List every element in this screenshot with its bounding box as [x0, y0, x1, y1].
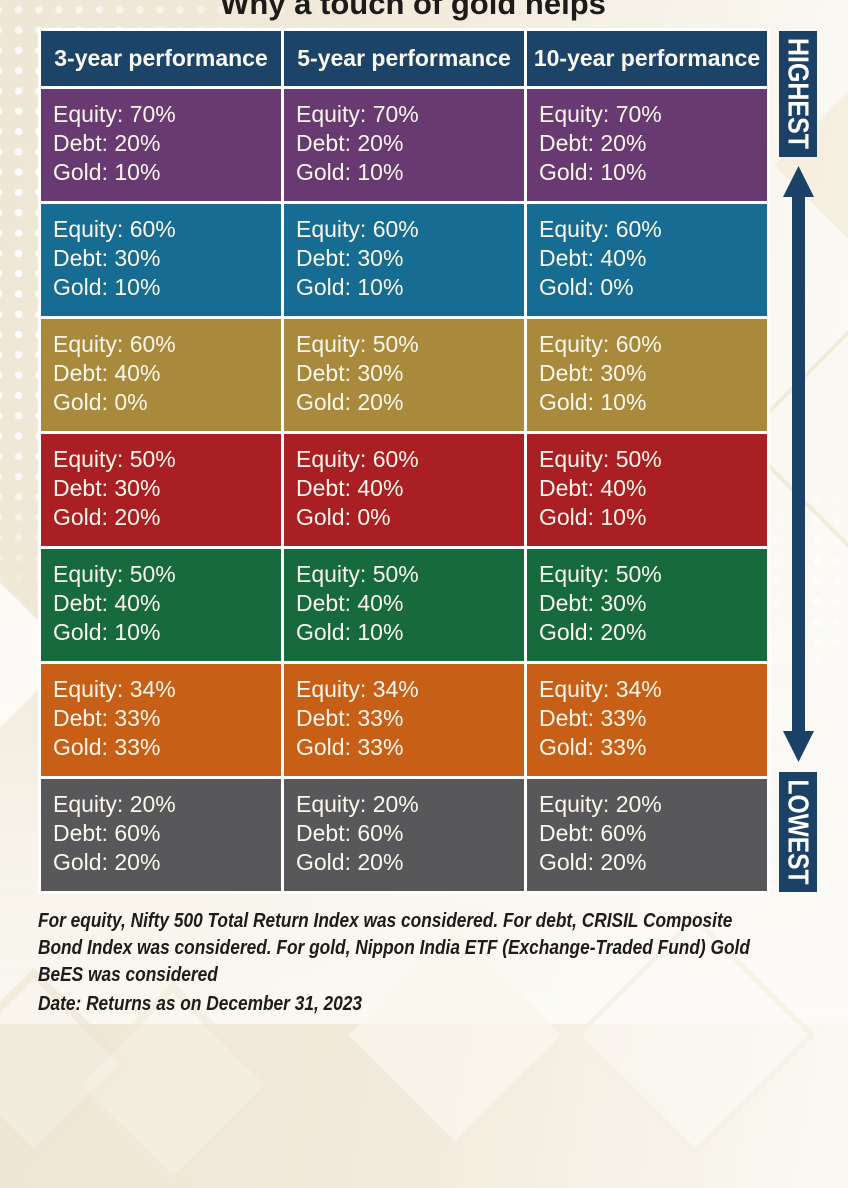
- svg-text:LOWEST: LOWEST: [782, 780, 814, 885]
- svg-text:HIGHEST: HIGHEST: [782, 38, 814, 149]
